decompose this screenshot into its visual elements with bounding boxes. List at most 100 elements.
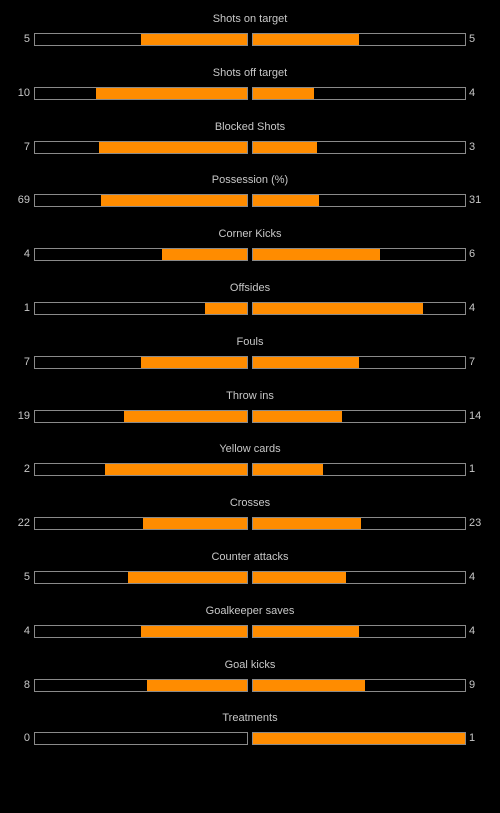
away-value: 7 <box>469 356 476 368</box>
home-value: 5 <box>23 33 30 45</box>
stat-row: Treatments 0 1 <box>0 711 500 751</box>
home-bar-fill <box>147 680 247 691</box>
away-bar-fill <box>253 142 317 153</box>
home-value: 8 <box>23 679 30 691</box>
home-bar-fill <box>143 518 247 529</box>
stat-label: Treatments <box>222 712 278 724</box>
stat-row: Possession (%) 69 31 <box>0 173 500 213</box>
away-bar-fill <box>253 357 359 368</box>
away-value: 6 <box>469 248 476 260</box>
home-value: 19 <box>17 410 30 422</box>
home-bar <box>34 33 248 46</box>
home-bar <box>34 248 248 261</box>
home-bar-fill <box>141 34 247 45</box>
home-bar <box>34 517 248 530</box>
stat-label: Goalkeeper saves <box>205 605 295 617</box>
home-value: 4 <box>23 248 30 260</box>
away-bar <box>252 410 466 423</box>
stat-label: Throw ins <box>226 390 274 402</box>
home-value: 5 <box>23 571 30 583</box>
away-bar-fill <box>253 34 359 45</box>
home-bar-fill <box>128 572 247 583</box>
away-bar <box>252 248 466 261</box>
away-bar <box>252 87 466 100</box>
home-value: 4 <box>23 625 30 637</box>
away-bar <box>252 194 466 207</box>
away-value: 31 <box>469 194 482 206</box>
home-bar <box>34 141 248 154</box>
away-bar-fill <box>253 411 343 422</box>
stat-label: Shots off target <box>212 67 288 79</box>
home-bar-fill <box>204 303 247 314</box>
stat-label: Goal kicks <box>224 659 276 671</box>
away-bar-fill <box>253 249 381 260</box>
stat-row: Yellow cards 2 1 <box>0 442 500 482</box>
away-bar <box>252 625 466 638</box>
home-value: 0 <box>23 732 30 744</box>
stat-row: Goalkeeper saves 4 4 <box>0 604 500 644</box>
home-value: 10 <box>17 87 30 99</box>
away-bar <box>252 571 466 584</box>
home-bar-fill <box>141 626 247 637</box>
home-bar <box>34 302 248 315</box>
stat-row: Crosses 22 23 <box>0 496 500 536</box>
stat-label: Offsides <box>229 282 271 294</box>
stat-label: Blocked Shots <box>214 121 286 133</box>
away-value: 14 <box>469 410 482 422</box>
away-value: 4 <box>469 625 476 637</box>
home-bar-fill <box>100 195 247 206</box>
away-value: 1 <box>469 732 476 744</box>
away-bar-fill <box>253 518 362 529</box>
stat-label: Shots on target <box>212 13 288 25</box>
home-bar <box>34 194 248 207</box>
home-bar-fill <box>162 249 247 260</box>
away-value: 4 <box>469 302 476 314</box>
away-bar-fill <box>253 572 347 583</box>
away-bar <box>252 679 466 692</box>
home-value: 2 <box>23 463 30 475</box>
home-value: 7 <box>23 356 30 368</box>
home-bar <box>34 732 248 745</box>
home-value: 1 <box>23 302 30 314</box>
stat-label: Corner Kicks <box>218 228 282 240</box>
away-bar-fill <box>253 733 465 744</box>
home-bar <box>34 356 248 369</box>
home-bar <box>34 87 248 100</box>
home-bar-fill <box>124 411 247 422</box>
stat-label: Fouls <box>236 336 264 348</box>
away-bar <box>252 463 466 476</box>
away-bar-fill <box>253 303 423 314</box>
stat-row: Fouls 7 7 <box>0 335 500 375</box>
home-bar-fill <box>98 142 247 153</box>
away-bar <box>252 302 466 315</box>
stat-row: Corner Kicks 4 6 <box>0 227 500 267</box>
away-bar <box>252 141 466 154</box>
stat-row: Throw ins 19 14 <box>0 389 500 429</box>
away-value: 1 <box>469 463 476 475</box>
stat-label: Counter attacks <box>211 551 289 563</box>
home-value: 7 <box>23 141 30 153</box>
away-bar <box>252 517 466 530</box>
stat-label: Possession (%) <box>211 174 289 186</box>
home-value: 69 <box>17 194 30 206</box>
away-value: 5 <box>469 33 476 45</box>
stat-row: Blocked Shots 7 3 <box>0 120 500 160</box>
home-bar <box>34 410 248 423</box>
away-value: 4 <box>469 571 476 583</box>
stat-label: Yellow cards <box>219 443 281 455</box>
away-value: 3 <box>469 141 476 153</box>
home-bar-fill <box>141 357 247 368</box>
home-bar <box>34 463 248 476</box>
away-bar-fill <box>253 88 315 99</box>
away-bar <box>252 732 466 745</box>
home-bar <box>34 679 248 692</box>
away-bar-fill <box>253 195 319 206</box>
away-bar <box>252 356 466 369</box>
home-bar-fill <box>104 464 247 475</box>
away-bar-fill <box>253 464 323 475</box>
home-bar <box>34 571 248 584</box>
stat-row: Offsides 1 4 <box>0 281 500 321</box>
away-value: 4 <box>469 87 476 99</box>
stat-row: Shots off target 10 4 <box>0 66 500 106</box>
away-value: 23 <box>469 517 482 529</box>
